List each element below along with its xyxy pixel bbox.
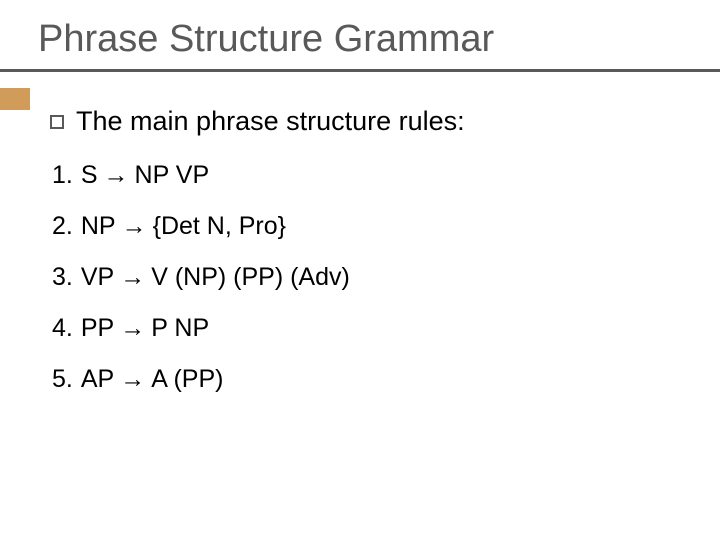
rule-item: 2. NP → {Det N, Pro}: [52, 212, 720, 241]
arrow-icon: →: [104, 161, 129, 190]
rule-rhs: P NP: [151, 314, 209, 343]
rule-item: 5. AP → A (PP): [52, 365, 720, 394]
arrow-icon: →: [120, 365, 145, 394]
rule-lhs: PP: [81, 314, 114, 343]
accent-bar: [0, 88, 30, 110]
rule-rhs: A (PP): [151, 365, 223, 394]
arrow-icon: →: [120, 263, 145, 292]
rule-lhs: AP: [81, 365, 114, 394]
arrow-icon: →: [122, 212, 147, 241]
rule-item: 3. VP → V (NP) (PP) (Adv): [52, 263, 720, 292]
rule-number: 3.: [52, 263, 73, 292]
rule-number: 1.: [52, 161, 73, 190]
rule-number: 5.: [52, 365, 73, 394]
rule-rhs: V (NP) (PP) (Adv): [151, 263, 350, 292]
rule-item: 1. S → NP VP: [52, 161, 720, 190]
rule-list: 1. S → NP VP 2. NP → {Det N, Pro} 3. VP …: [50, 161, 720, 394]
rule-lhs: NP: [81, 212, 116, 241]
rule-lhs: S: [81, 161, 98, 190]
slide-content: The main phrase structure rules: 1. S → …: [0, 72, 720, 394]
slide-title: Phrase Structure Grammar: [0, 0, 720, 69]
subtitle-line: The main phrase structure rules:: [50, 106, 720, 137]
subtitle-text: The main phrase structure rules:: [76, 106, 465, 137]
rule-number: 2.: [52, 212, 73, 241]
rule-lhs: VP: [81, 263, 114, 292]
rule-item: 4. PP → P NP: [52, 314, 720, 343]
rule-rhs: {Det N, Pro}: [153, 212, 286, 241]
arrow-icon: →: [120, 314, 145, 343]
rule-rhs: NP VP: [135, 161, 210, 190]
bullet-square-icon: [50, 115, 64, 129]
rule-number: 4.: [52, 314, 73, 343]
